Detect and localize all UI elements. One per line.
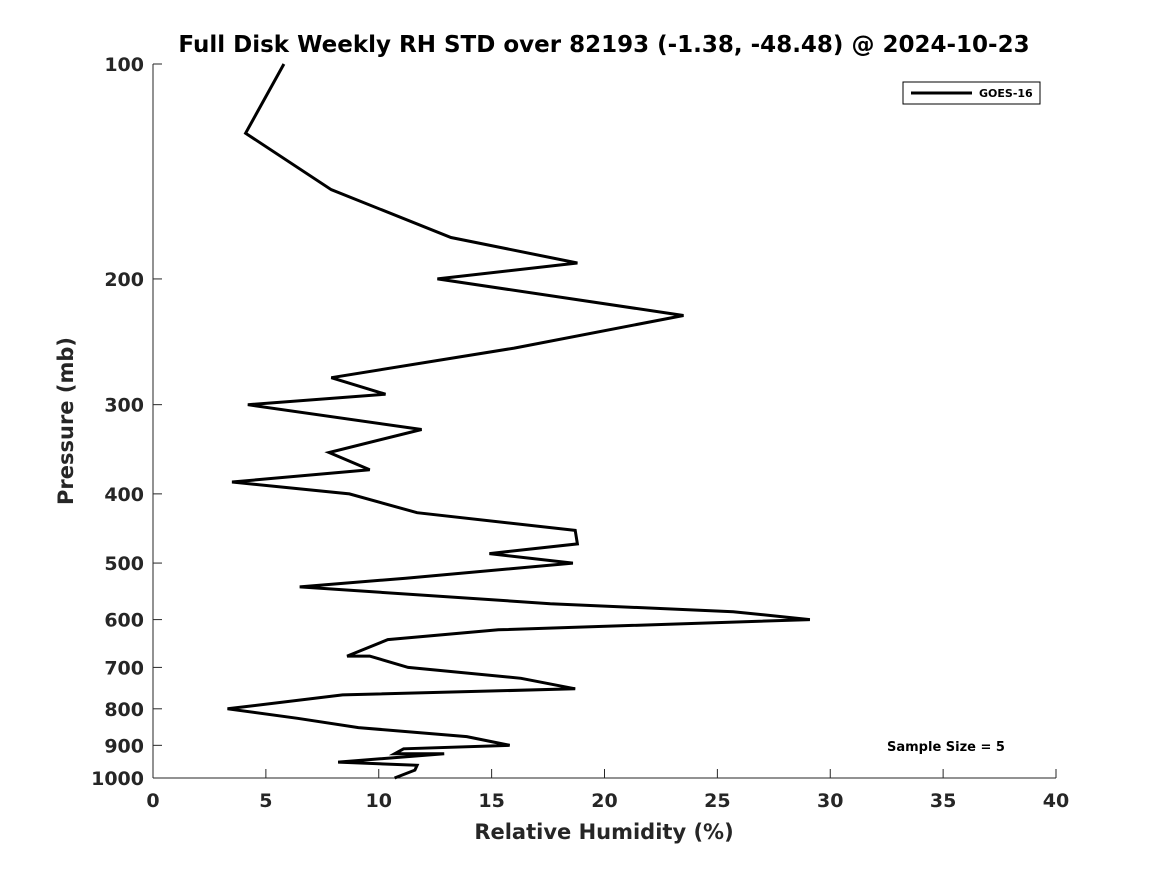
y-tick-label: 400	[104, 484, 144, 506]
x-tick-label: 30	[817, 790, 843, 812]
y-tick-label: 200	[104, 269, 144, 291]
x-tick-label: 0	[146, 790, 159, 812]
y-tick-label: 900	[104, 735, 144, 757]
legend-label: GOES-16	[979, 87, 1033, 100]
y-tick-label: 100	[104, 54, 144, 76]
series-layer	[227, 63, 811, 780]
axes: 0 5 10 15 20 25 30 35 40 100 200 300 400 500 600 700 800…	[91, 54, 1069, 812]
legend: GOES-16	[902, 81, 1041, 105]
y-tick-label: 300	[104, 395, 144, 417]
y-tick-label: 700	[104, 657, 144, 679]
sample-size-annotation: Sample Size = 5	[887, 740, 1005, 755]
x-tick-label: 15	[478, 790, 504, 812]
x-axis-label: Relative Humidity (%)	[474, 820, 733, 844]
series-line-goes-16	[227, 63, 811, 780]
x-tick-label: 25	[704, 790, 730, 812]
x-tick-label: 10	[366, 790, 392, 812]
x-tick-label: 5	[259, 790, 272, 812]
y-tick-label: 800	[104, 699, 144, 721]
chart-title: Full Disk Weekly RH STD over 82193 (-1.3…	[178, 32, 1029, 58]
y-tick-label: 500	[104, 553, 144, 575]
x-tick-label: 40	[1043, 790, 1069, 812]
x-tick-label: 20	[591, 790, 617, 812]
y-tick-label: 600	[104, 610, 144, 632]
y-tick-label: 1000	[91, 768, 144, 790]
y-axis-label: Pressure (mb)	[54, 337, 78, 505]
x-tick-label: 35	[930, 790, 956, 812]
